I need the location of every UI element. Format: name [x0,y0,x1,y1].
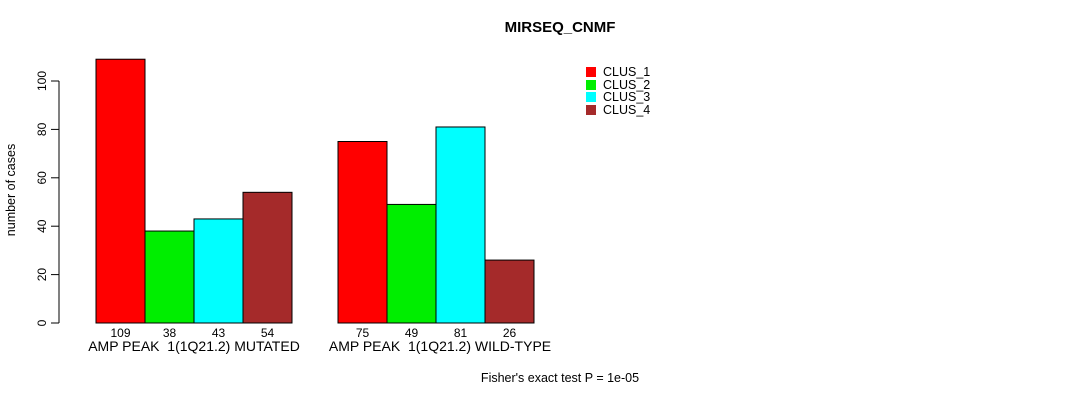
legend-item-label: CLUS_3 [603,90,651,105]
bar-value-label: 43 [212,326,226,340]
legend-color-swatch-icon [586,105,596,116]
legend-item: CLUS_3 [586,91,650,104]
bar-clus_4-group0 [242,191,293,324]
bar-value-label: 54 [261,326,275,340]
legend-item-label: CLUS_1 [603,65,651,79]
fisher-test-annotation: Fisher's exact test P = 1e-05 [480,371,640,385]
bar-value-label: 109 [110,326,130,340]
bar-clus_2-group0 [144,230,195,324]
y-axis-tick-label: 0 [35,319,49,326]
group-label-wild-type: AMP PEAK 1(1Q21.2) WILD-TYPE [328,338,552,354]
legend: CLUS_1 CLUS_2 CLUS_3 CLUS_4 [586,66,650,116]
legend-item-label: CLUS_2 [603,77,651,92]
y-axis-tick-label: 20 [35,268,49,282]
bar-clus_3-group1 [435,126,486,324]
bar-clus_1-group0 [95,58,146,324]
legend-color-swatch-icon [586,67,596,78]
y-axis-tick-label: 80 [35,122,49,136]
bar-value-label: 38 [163,326,177,340]
bar-value-label: 75 [356,326,370,340]
y-axis-label: number of cases [3,143,18,237]
legend-color-swatch-icon [586,79,596,90]
legend-color-swatch-icon [586,92,596,103]
bar-value-label: 26 [503,326,517,340]
bar-clus_2-group1 [386,203,437,324]
chart-title: MIRSEQ_CNMF [504,19,616,36]
legend-item: CLUS_4 [586,104,650,117]
legend-item: CLUS_1 [586,66,650,79]
bar-clus_3-group0 [193,218,244,324]
bar-clus_1-group1 [337,141,388,324]
y-axis-tick-label: 60 [35,171,49,185]
group-label-mutated: AMP PEAK 1(1Q21.2) MUTATED [88,338,300,354]
legend-item: CLUS_2 [586,77,651,92]
y-axis-tick-label: 40 [35,219,49,233]
legend-item-label: CLUS_4 [603,102,651,117]
bar-value-label: 49 [405,326,419,340]
bar-value-label: 81 [454,326,468,340]
y-axis-tick-label: 100 [35,71,49,91]
bar-clus_4-group1 [484,259,535,324]
